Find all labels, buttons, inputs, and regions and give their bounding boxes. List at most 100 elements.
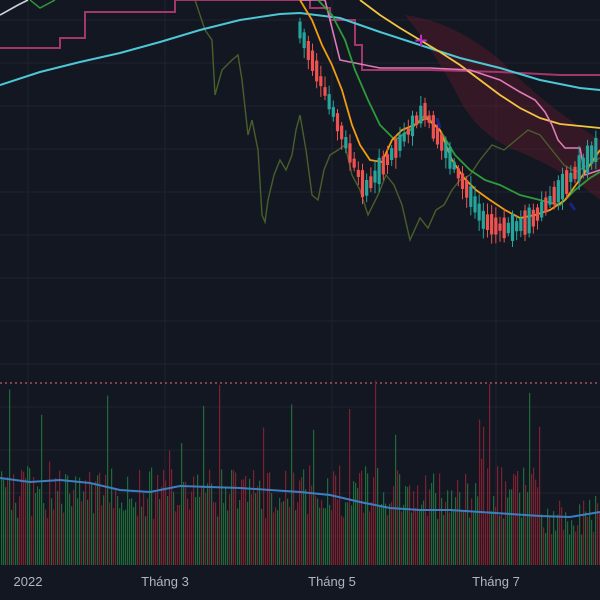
volume-bar-124 — [249, 478, 251, 565]
candle-body-38 — [456, 168, 460, 179]
candle-body-58 — [540, 201, 544, 218]
volume-bar-111 — [223, 502, 225, 565]
candle-body-31 — [427, 115, 431, 123]
volume-bar-173 — [347, 502, 349, 565]
volume-bar-136 — [273, 512, 275, 565]
candle-body-65 — [569, 172, 573, 182]
volume-bar-137 — [275, 507, 277, 565]
volume-bar-217 — [435, 493, 437, 565]
sma-long-line — [0, 11, 600, 91]
volume-bar-189 — [379, 506, 381, 565]
volume-bar-258 — [517, 470, 519, 565]
volume-bar-4 — [9, 389, 11, 565]
volume-bar-264 — [529, 392, 531, 565]
ema-slow-line — [359, 0, 600, 129]
candle-body-64 — [565, 170, 569, 194]
volume-bar-175 — [351, 505, 353, 565]
candle-body-17 — [369, 176, 373, 189]
volume-bar-192 — [385, 503, 387, 565]
candle-body-32 — [431, 115, 435, 139]
candle-body-42 — [473, 196, 477, 213]
signal-marker: + — [413, 30, 428, 51]
volume-bar-291 — [583, 500, 585, 565]
volume-bar-24 — [49, 461, 51, 565]
volume-bar-75 — [151, 467, 153, 565]
volume-bar-42 — [85, 480, 87, 565]
volume-bar-230 — [461, 510, 463, 565]
volume-bar-259 — [519, 492, 521, 565]
volume-bar-288 — [577, 525, 579, 565]
candle-body-20 — [381, 156, 385, 175]
volume-bar-12 — [25, 478, 27, 565]
volume-bar-295 — [591, 519, 593, 565]
upper-left-line — [0, 0, 29, 16]
volume-bar-100 — [201, 485, 203, 565]
volume-bar-254 — [509, 489, 511, 565]
volume-bar-262 — [525, 485, 527, 565]
volume-bar-232 — [465, 474, 467, 565]
volume-bar-209 — [419, 510, 421, 565]
candle-body-69 — [585, 145, 590, 173]
volume-bar-88 — [177, 505, 179, 565]
volume-bar-241 — [483, 426, 485, 565]
volume-bar-81 — [163, 469, 165, 565]
volume-ma — [0, 477, 600, 519]
volume-bar-270 — [541, 514, 543, 565]
volume-bar-202 — [405, 485, 407, 565]
volume-bar-287 — [575, 531, 577, 565]
volume-bar-155 — [311, 485, 313, 565]
volume-bar-114 — [229, 494, 231, 565]
volume-bar-130 — [261, 508, 263, 565]
volume-bar-196 — [393, 486, 395, 565]
volume-bar-153 — [307, 513, 309, 565]
volume-bar-89 — [179, 505, 181, 565]
volume-bar-271 — [543, 527, 545, 565]
candle-body-10 — [340, 125, 344, 140]
candle-body-36 — [448, 146, 452, 169]
volume-bar-103 — [207, 483, 209, 565]
volume-bar-294 — [589, 499, 591, 565]
volume-bar-59 — [119, 508, 121, 565]
volume-bar-273 — [547, 508, 549, 565]
volume-bar-182 — [365, 466, 367, 565]
volume-bar-194 — [389, 503, 391, 565]
candle-body-57 — [535, 207, 540, 221]
volume-bar-185 — [371, 501, 373, 565]
candle-body-5 — [319, 76, 323, 87]
volume-bar-280 — [561, 507, 563, 565]
volume-bar-256 — [513, 473, 515, 565]
volume-bar-263 — [527, 491, 529, 565]
volume-bar-160 — [321, 500, 323, 565]
volume-bar-116 — [233, 470, 235, 565]
volume-bar-66 — [133, 507, 135, 565]
volume-bar-109 — [219, 384, 221, 565]
volume-bar-290 — [581, 534, 583, 565]
candle-body-25 — [402, 132, 406, 142]
volume-bar-22 — [45, 509, 47, 565]
volume-bar-123 — [247, 501, 249, 565]
volume-bar-178 — [357, 487, 359, 565]
volume-bar-49 — [99, 472, 101, 565]
volume-bar-138 — [277, 510, 279, 565]
candle-body-62 — [556, 180, 560, 203]
volume-bar-77 — [155, 492, 157, 565]
volume-bar-112 — [225, 487, 227, 565]
candle-body-37 — [452, 161, 456, 170]
volume-bar-184 — [369, 511, 371, 565]
volume-bar-15 — [31, 516, 33, 565]
volume-bar-201 — [403, 504, 405, 565]
volume-bar-274 — [549, 515, 551, 565]
candle-body-27 — [410, 115, 415, 137]
candle-body-67 — [577, 155, 581, 182]
candle-body-9 — [335, 113, 340, 132]
volume-bar-215 — [431, 482, 433, 565]
volume-bar-98 — [197, 474, 199, 565]
volume-bar-120 — [241, 479, 243, 565]
volume-bar-142 — [285, 470, 287, 565]
volume-bars — [1, 380, 600, 565]
volume-bar-6 — [13, 474, 15, 565]
volume-bar-78 — [157, 474, 159, 565]
volume-bar-267 — [535, 479, 537, 565]
volume-bar-131 — [263, 427, 265, 565]
x-axis: 2022 Tháng 3 Tháng 5 Tháng 7 — [14, 574, 520, 589]
